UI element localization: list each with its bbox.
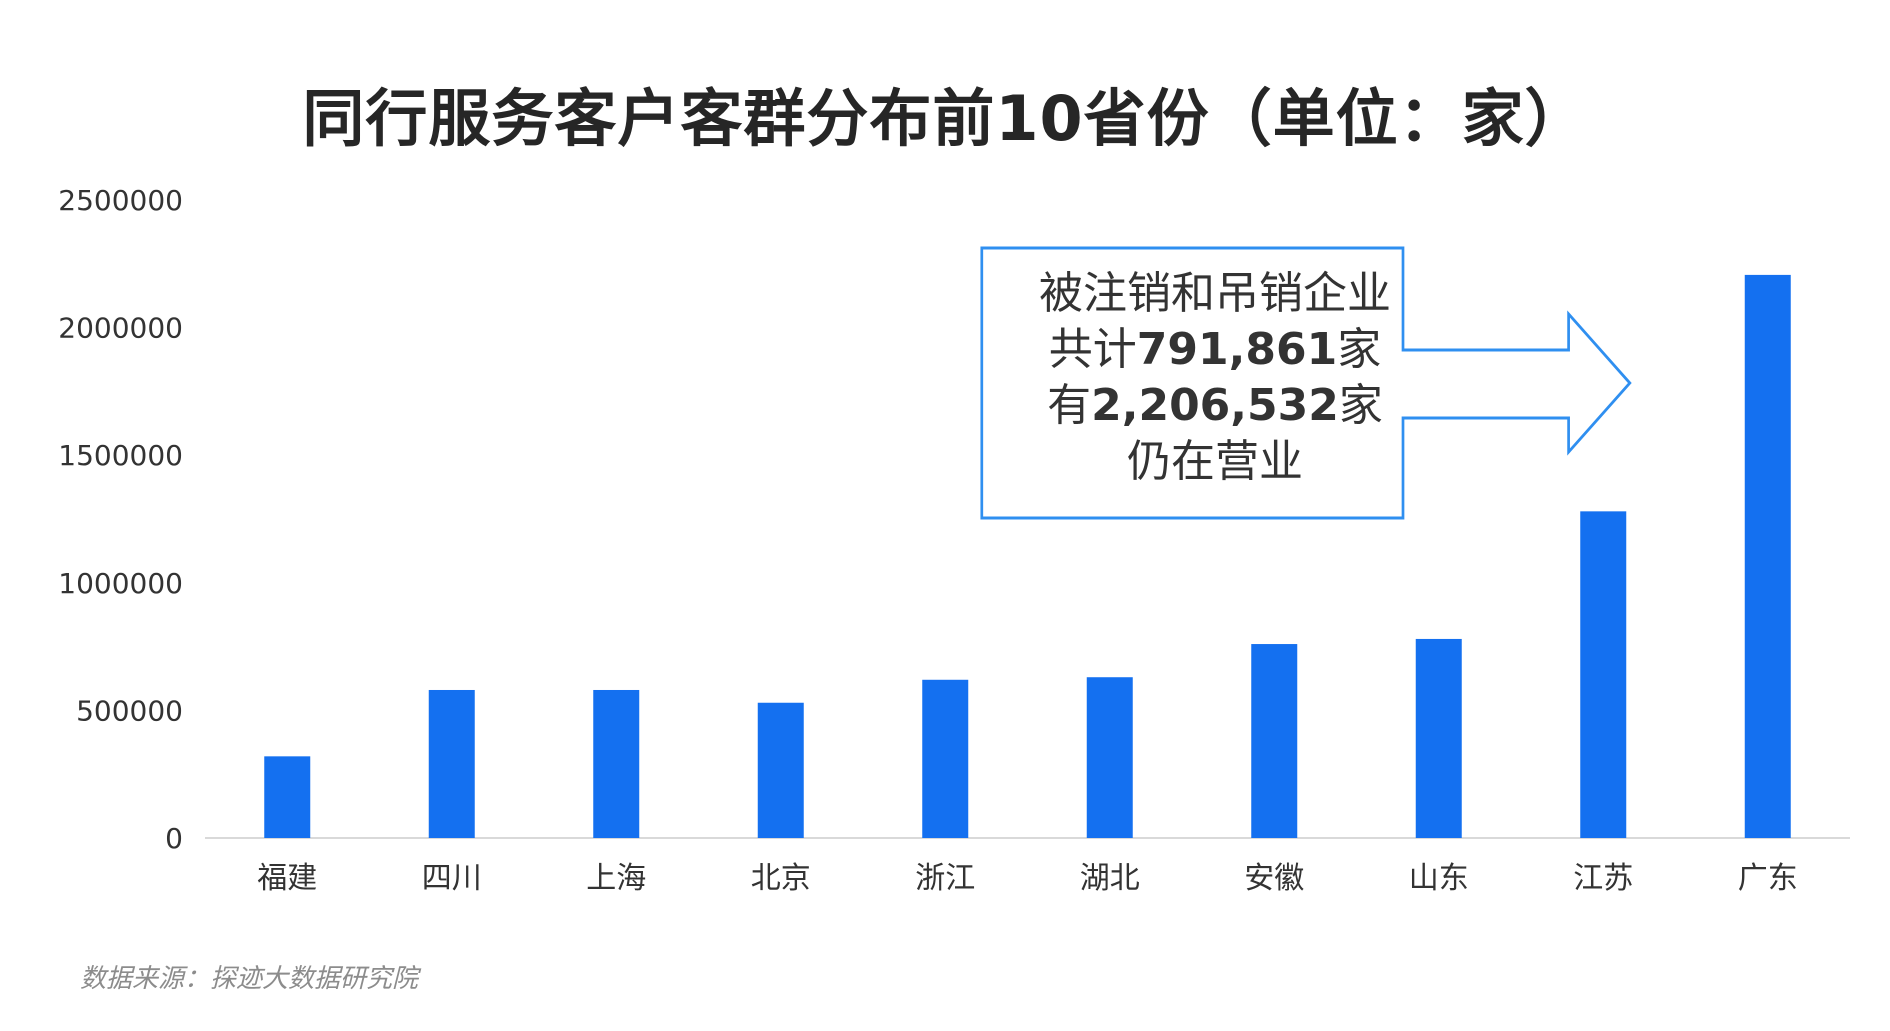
bar [428, 689, 475, 838]
bar [264, 756, 311, 838]
callout-line-2-prefix: 共计 [1048, 324, 1137, 375]
y-tick-label: 2500000 [58, 184, 183, 217]
bar [1580, 511, 1627, 838]
y-tick-label: 0 [165, 822, 183, 855]
y-tick-label: 2000000 [58, 312, 183, 345]
callout-line-4: 仍在营业 [1127, 436, 1303, 487]
callout-text: 被注销和吊销企业 共计791,861家 有2,206,532家 仍在营业 [980, 266, 1450, 490]
bar [1744, 274, 1791, 838]
x-tick-label: 安徽 [1244, 861, 1304, 896]
chart-title: 同行服务客户客群分布前10省份（单位：家） [302, 82, 1588, 155]
y-tick-label: 500000 [76, 694, 183, 727]
x-tick-label: 浙江 [915, 861, 975, 896]
x-tick-label: 江苏 [1573, 861, 1633, 896]
y-tick-label: 1500000 [58, 439, 183, 472]
callout-active-count: 2,206,532 [1091, 380, 1339, 431]
annotation-callout: 被注销和吊销企业 共计791,861家 有2,206,532家 仍在营业 [980, 246, 1632, 520]
callout-line-3-prefix: 有 [1047, 380, 1092, 431]
bar [593, 689, 640, 838]
callout-arrow-shape [980, 246, 1632, 520]
x-tick-label: 福建 [257, 861, 317, 896]
x-tick-label: 山东 [1409, 861, 1469, 896]
callout-line-2: 共计791,861家 [980, 322, 1450, 378]
x-tick-label: 广东 [1738, 861, 1798, 896]
x-tick-label: 上海 [586, 861, 646, 896]
callout-closed-count: 791,861 [1136, 324, 1338, 375]
x-tick-label: 四川 [422, 861, 482, 896]
x-tick-label: 北京 [751, 861, 811, 896]
bar [1251, 644, 1298, 838]
callout-line-3-suffix: 家 [1338, 380, 1383, 431]
bar [757, 702, 804, 838]
bar [922, 679, 969, 838]
x-tick-label: 湖北 [1080, 861, 1140, 896]
y-tick-label: 1000000 [58, 567, 183, 600]
bar [1086, 677, 1133, 838]
data-source-note: 数据来源：探迹大数据研究院 [80, 964, 419, 994]
callout-line-2-suffix: 家 [1337, 324, 1382, 375]
callout-line-1: 被注销和吊销企业 [1039, 268, 1391, 319]
callout-line-3: 有2,206,532家 [980, 378, 1450, 434]
bar [1415, 638, 1462, 838]
